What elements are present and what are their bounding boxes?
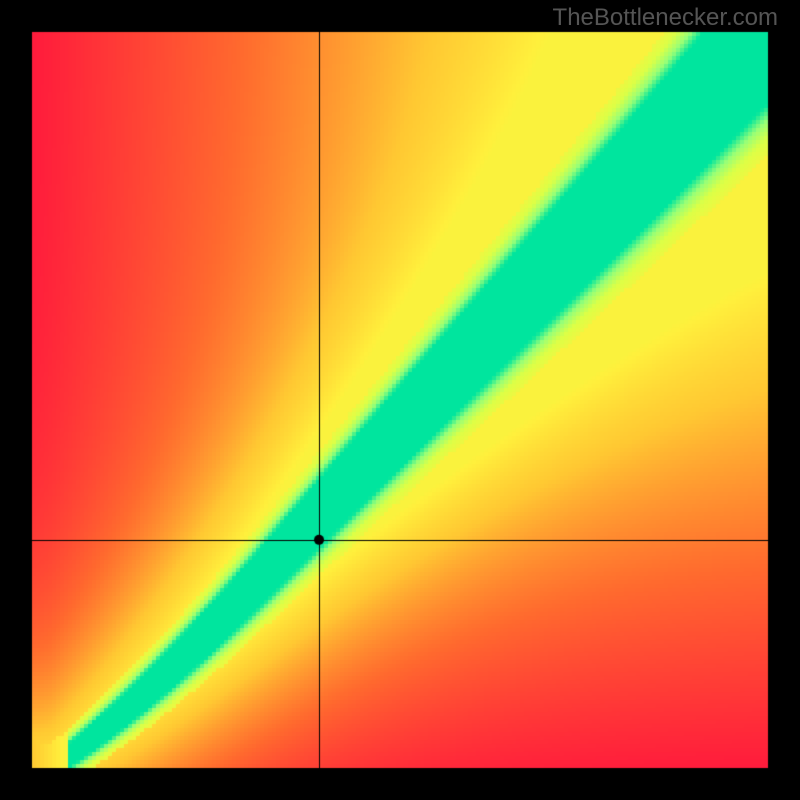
chart-container: TheBottlenecker.com	[0, 0, 800, 800]
heatmap-canvas	[0, 0, 800, 800]
watermark-text: TheBottlenecker.com	[553, 4, 778, 32]
